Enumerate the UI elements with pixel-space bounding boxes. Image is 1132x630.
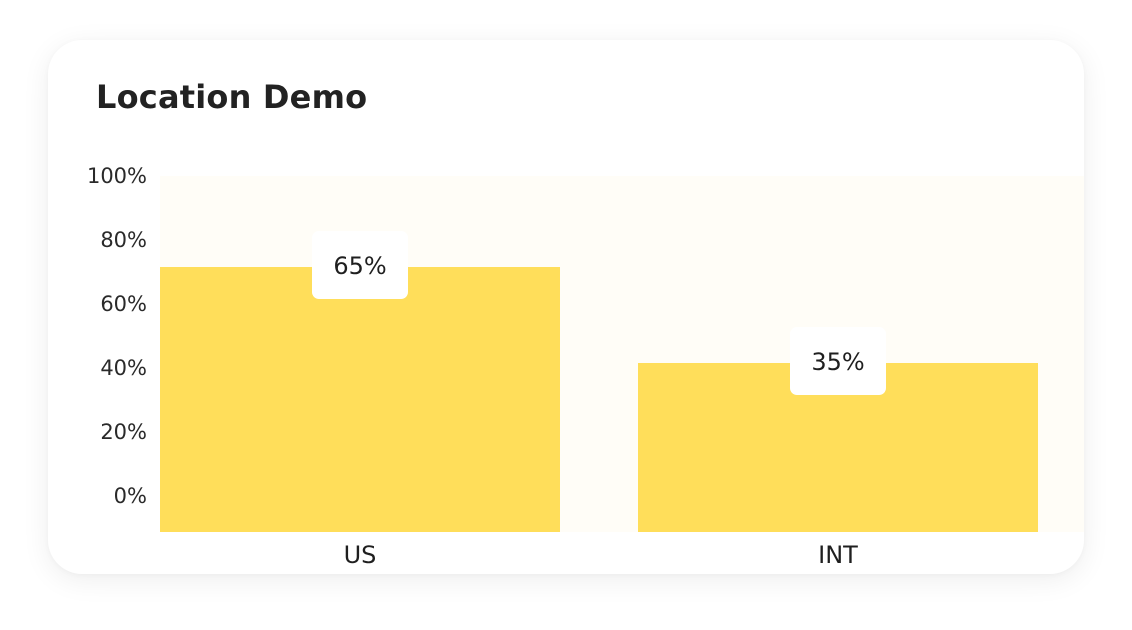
y-tick-label: 20% [100, 420, 147, 444]
x-category-label: INT [818, 541, 858, 569]
chart-title: Location Demo [96, 78, 368, 116]
data-label-box [790, 327, 886, 395]
y-axis: 0% 20% 40% 60% 80% 100% [87, 164, 147, 508]
x-axis: US INT [344, 541, 859, 569]
y-tick-label: 0% [114, 484, 147, 508]
y-tick-label: 80% [100, 228, 147, 252]
y-tick-label: 60% [100, 292, 147, 316]
bar-us [160, 267, 560, 532]
x-category-label: US [344, 541, 377, 569]
data-label: 35% [811, 348, 864, 376]
y-tick-label: 40% [100, 356, 147, 380]
chart-card: Location Demo 0% 20% 40% 60% 80% 100% US INT 6… [48, 40, 1084, 574]
data-labels: 65% 35% [312, 231, 886, 395]
data-label: 65% [333, 252, 386, 280]
data-label-box [312, 231, 408, 299]
bar-chart: 0% 20% 40% 60% 80% 100% US INT 65% 35% [87, 164, 1084, 569]
y-tick-label: 100% [87, 164, 147, 188]
